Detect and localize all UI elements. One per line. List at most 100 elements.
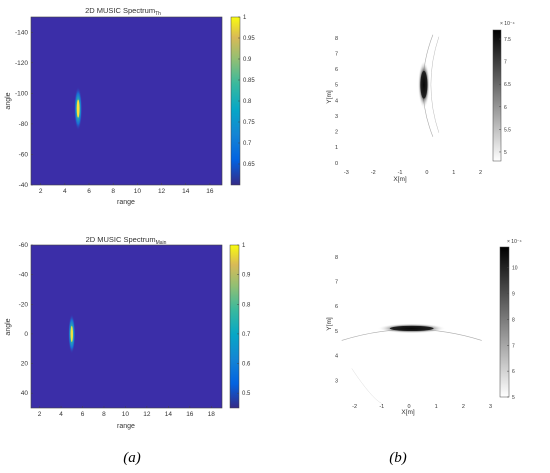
colorbar-tick-label: 0.6: [242, 362, 251, 368]
colorbar-tick-label: 5: [512, 395, 515, 401]
y-tick-label: 0: [335, 161, 338, 167]
x-tick-label: 2: [39, 188, 43, 195]
y-axis-label: angle: [5, 92, 12, 109]
y-tick-label: 0: [24, 331, 28, 338]
panel-a-top: 2D MUSIC SpectrumTh 2 4 6 8 10 12 14 16 -140 -12…: [5, 6, 255, 206]
x-tick-label: 16: [186, 411, 194, 418]
x-tick-label: 18: [208, 411, 216, 418]
x-tick-label: 8: [111, 188, 115, 195]
inner-arc: [430, 36, 440, 133]
x-tick-label: -2: [352, 404, 357, 410]
spectrum-arcs: [417, 34, 440, 137]
y-tick-label: -40: [19, 182, 29, 189]
spectrum-arcs: [341, 323, 482, 404]
x-tick-label: 4: [59, 411, 63, 418]
x-ticks: -3 -2 -1 0 1 2: [344, 170, 482, 176]
panel-b-top: -3 -2 -1 0 1 2 0 1 2 3 4 5 6 7 8 X[m] Y[m] × 10⁻⁴ 7.5…: [326, 21, 515, 183]
x-tick-label: 1: [435, 404, 438, 410]
y-ticks: -60 -40 -20 0 20 40: [19, 242, 33, 397]
y-tick-label: 2: [335, 130, 338, 136]
y-tick-label: 5: [335, 83, 338, 89]
y-tick-label: 6: [335, 304, 338, 310]
x-tick-label: 14: [165, 411, 173, 418]
y-axis-label: Y[m]: [326, 90, 333, 104]
colorbar-tick-label: 7: [504, 60, 507, 66]
spectrum-peak-core: [70, 325, 73, 342]
y-tick-label: 4: [335, 354, 338, 360]
y-tick-label: 6: [335, 67, 338, 73]
x-tick-label: 2: [462, 404, 465, 410]
colorbar-tick-label: 5.5: [504, 127, 511, 133]
colorbar-tick-label: 6: [504, 105, 507, 111]
y-tick-label: -60: [19, 242, 29, 249]
y-axis-label: Y[m]: [326, 317, 333, 331]
y-axis-label: angle: [5, 318, 12, 335]
chart-title: 2D MUSIC SpectrumMain: [86, 235, 167, 246]
x-ticks: -2 -1 0 1 2 3: [352, 404, 492, 410]
caption-a: (a): [123, 450, 141, 466]
x-tick-label: 10: [134, 188, 142, 195]
y-tick-label: -20: [19, 301, 29, 308]
y-tick-label: 8: [335, 36, 338, 42]
colorbar-tick-label: 0.9: [242, 273, 251, 279]
y-tick-label: 4: [335, 98, 338, 104]
y-tick-label: 20: [21, 361, 29, 368]
x-axis-label: range: [117, 423, 135, 430]
plot-area: [30, 16, 223, 186]
x-tick-label: 14: [182, 188, 190, 195]
y-tick-label: 3: [335, 114, 338, 120]
colorbar-tick-label: 9: [512, 292, 515, 298]
y-tick-label: -120: [15, 60, 28, 67]
colorbar-tick-label: 5: [504, 150, 507, 156]
target-glow: [417, 60, 430, 109]
colorbar-ticks: 7.5 7 6.5 6 5.5 5: [499, 37, 511, 156]
colorbar-tick-label: 0.95: [243, 36, 255, 42]
colorbar-exponent: × 10⁻⁴: [500, 21, 515, 27]
y-tick-label: 8: [335, 255, 338, 261]
colorbar-tick-label: 6: [512, 369, 515, 375]
x-tick-label: -1: [379, 404, 384, 410]
colorbar-tick-label: 8: [512, 317, 515, 323]
x-axis-label: X[m]: [401, 409, 415, 416]
colorbar-tick-label: 1: [242, 243, 246, 249]
x-tick-label: 2: [38, 411, 42, 418]
panel-a-bottom: 2D MUSIC SpectrumMain 2 4 6 8 10 12 14 16 18 -60…: [5, 235, 251, 430]
colorbar-tick-label: 7: [512, 343, 515, 349]
x-axis-label: X[m]: [393, 176, 407, 183]
colorbar-tick-label: 10: [512, 266, 518, 272]
x-ticks: 2 4 6 8 10 12 14 16: [39, 183, 214, 195]
x-tick-label: 6: [87, 188, 91, 195]
target-glow: [377, 323, 446, 334]
colorbar-tick-label: 1: [243, 15, 247, 21]
colorbar-tick-label: 0.5: [242, 391, 251, 397]
spectrum-peak-core: [76, 99, 80, 118]
colorbar-tick-label: 6.5: [504, 82, 511, 88]
caption-b: (b): [389, 450, 407, 466]
y-tick-label: -100: [15, 90, 28, 97]
panel-b-bottom: -2 -1 0 1 2 3 3 4 5 6 7 8 X[m] Y[m] × 10⁻⁴ 10 9 8 7 6 5: [326, 239, 522, 416]
y-tick-label: -80: [19, 121, 29, 128]
colorbar-tick-label: 7.5: [504, 37, 511, 43]
colorbar-tick-label: 0.65: [243, 162, 255, 168]
colorbar-exponent: × 10⁻⁴: [507, 239, 522, 245]
x-tick-label: 16: [206, 188, 214, 195]
colorbar-tick-label: 0.8: [242, 302, 251, 308]
x-axis-label: range: [117, 199, 135, 206]
x-tick-label: 2: [479, 170, 482, 176]
colorbar: [492, 29, 502, 162]
y-tick-label: 7: [335, 280, 338, 286]
plot-area: [30, 244, 223, 409]
colorbar-tick-label: 0.7: [243, 141, 252, 147]
chart-title: 2D MUSIC SpectrumTh: [85, 6, 161, 17]
x-tick-label: 3: [489, 404, 492, 410]
x-tick-label: 6: [81, 411, 85, 418]
x-tick-label: 4: [63, 188, 67, 195]
x-tick-label: 0: [407, 404, 410, 410]
colorbar-tick-label: 0.7: [242, 332, 251, 338]
x-tick-label: 12: [143, 411, 151, 418]
colorbar-ticks: 1 0.95 0.9 0.85 0.8 0.75 0.7 0.65: [238, 15, 255, 168]
y-ticks: 0 1 2 3 4 5 6 7 8: [335, 36, 338, 167]
x-tick-label: 10: [122, 411, 130, 418]
colorbar: [499, 246, 510, 398]
